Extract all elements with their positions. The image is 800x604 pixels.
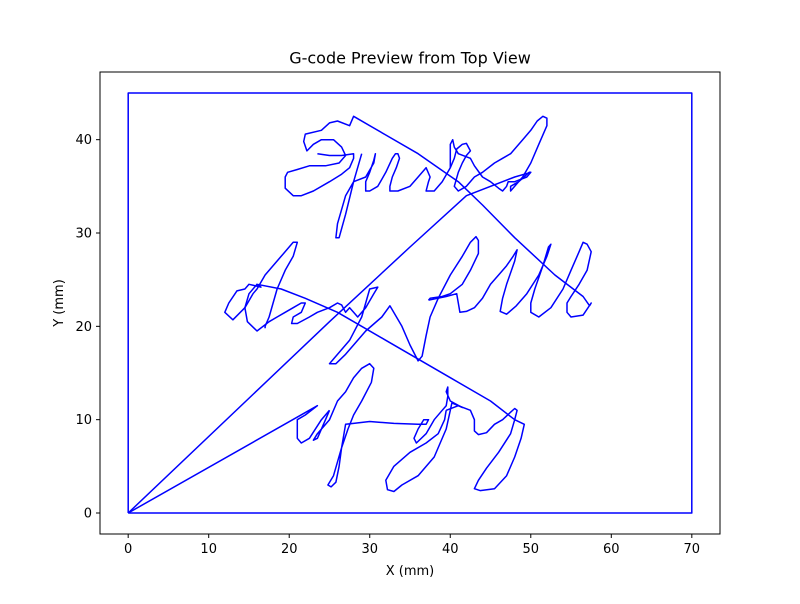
x-tick-label: 40 [442, 542, 459, 557]
toolpath-series-7 [335, 115, 548, 239]
toolpath-series-1 [127, 404, 331, 514]
x-tick-label: 50 [523, 542, 540, 557]
x-axis-label: X (mm) [386, 564, 435, 579]
y-tick-label: 40 [75, 133, 92, 148]
y-tick-label: 20 [75, 320, 92, 335]
x-tick-label: 10 [200, 542, 217, 557]
y-axis-label: Y (mm) [52, 279, 67, 328]
x-tick-label: 70 [684, 542, 701, 557]
y-tick-label: 0 [84, 507, 92, 522]
toolpath-series-4 [244, 235, 480, 365]
x-tick-label: 0 [124, 542, 132, 557]
plot-area [127, 92, 693, 514]
axes-frame [99, 71, 721, 535]
toolpath-series-8 [127, 138, 532, 514]
toolpath-series-6 [284, 115, 591, 307]
y-tick-label: 10 [75, 413, 92, 428]
x-tick-label: 20 [281, 542, 298, 557]
toolpath-series-3 [224, 241, 526, 492]
y-tick-label: 30 [75, 227, 92, 242]
toolpath-series-2 [312, 362, 464, 493]
chart-title: G-code Preview from Top View [289, 49, 531, 68]
x-tick-label: 30 [361, 542, 378, 557]
x-tick-label: 60 [603, 542, 620, 557]
toolpath-series-0 [127, 92, 693, 514]
toolpath-series-5 [428, 241, 592, 318]
tick-layer: 0 10 20 30 40 50 60 70 0 10 20 30 40 [75, 133, 700, 557]
